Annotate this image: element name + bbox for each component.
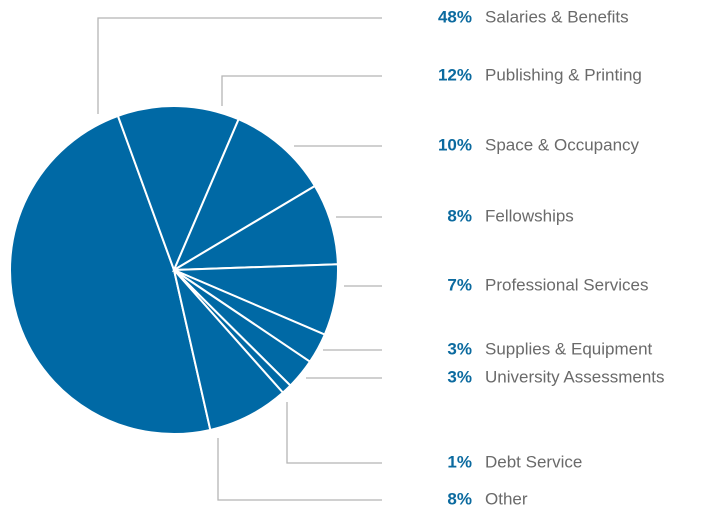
leader-line [221,75,382,106]
value-label: 8% [447,489,472,508]
pie-slice [173,269,285,432]
legend-label: Fellowships [485,206,574,225]
legend-label: Supplies & Equipment [485,339,653,358]
pie-slice [116,105,240,273]
leader-line [217,438,382,501]
legend-label: Publishing & Printing [485,65,642,84]
legend-label: Professional Services [485,275,648,294]
value-label: 7% [447,275,472,294]
pie-slice [9,114,212,435]
legend-label: University Assessments [485,367,665,386]
legend-label: Other [485,489,528,508]
value-label: 3% [447,367,472,386]
legend-label: Space & Occupancy [485,135,640,154]
value-label: 3% [447,339,472,358]
leader-line [97,17,382,114]
leader-line [286,402,382,464]
pie-slice [171,117,317,273]
value-label: 1% [447,452,472,471]
legend-label: Salaries & Benefits [485,7,629,26]
value-label: 8% [447,206,472,225]
value-label: 48% [438,7,472,26]
value-label: 12% [438,65,472,84]
legend-label: Debt Service [485,452,582,471]
value-label: 10% [438,135,472,154]
